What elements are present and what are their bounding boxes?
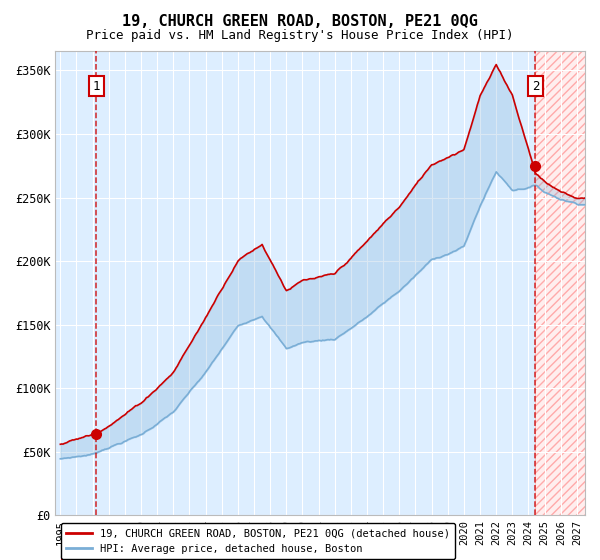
Text: 1: 1 xyxy=(92,80,100,93)
Text: Price paid vs. HM Land Registry's House Price Index (HPI): Price paid vs. HM Land Registry's House … xyxy=(86,29,514,42)
Text: 2: 2 xyxy=(532,80,539,93)
Legend: 19, CHURCH GREEN ROAD, BOSTON, PE21 0QG (detached house), HPI: Average price, de: 19, CHURCH GREEN ROAD, BOSTON, PE21 0QG … xyxy=(61,523,455,559)
Text: 19, CHURCH GREEN ROAD, BOSTON, PE21 0QG: 19, CHURCH GREEN ROAD, BOSTON, PE21 0QG xyxy=(122,14,478,29)
Polygon shape xyxy=(535,52,585,515)
